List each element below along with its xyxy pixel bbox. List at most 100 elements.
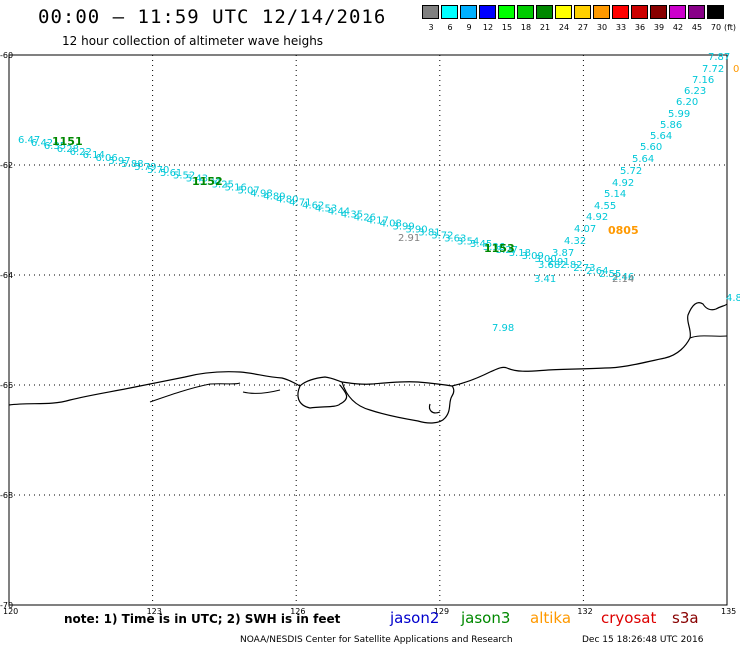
swh-value-label: 3.09	[522, 251, 544, 262]
swh-value-label: 3.72	[431, 230, 453, 241]
legend-swatch	[574, 5, 591, 19]
swh-value-label: 4.71	[289, 198, 311, 209]
legend-label: 70	[710, 23, 722, 32]
swh-value-label: 5.79	[134, 162, 156, 173]
legend-swatch	[498, 5, 515, 19]
swh-value-label: 2.82	[560, 260, 582, 271]
generated-timestamp: Dec 15 18:26:48 UTC 2016	[582, 635, 704, 645]
swh-value-label: 3.99	[392, 221, 414, 232]
swh-value-label: 7.87	[708, 52, 730, 63]
swh-value-label: 1152	[192, 175, 223, 188]
legend-swatch	[422, 5, 439, 19]
swh-value-label: 7.98	[492, 323, 514, 334]
legend-swatch	[479, 5, 496, 19]
lat-tick-label: -68	[0, 491, 13, 500]
swh-value-label: 2.91	[398, 233, 420, 244]
legend-label: 12	[482, 23, 494, 32]
lat-tick-label: -66	[0, 381, 13, 390]
swh-value-label: 4.44	[328, 206, 350, 217]
legend-label: 30	[596, 23, 608, 32]
swh-value-label: 3.45	[470, 239, 492, 250]
legend-swatch	[707, 5, 724, 19]
swh-value-label: 4.98	[250, 189, 272, 200]
swh-value-label: 5.72	[620, 166, 642, 177]
swh-value-label: 2.14	[612, 274, 634, 285]
page-subtitle: 12 hour collection of altimeter wave hei…	[62, 34, 324, 48]
swh-value-label: 1153	[484, 242, 515, 255]
swh-value-label: 1151	[52, 135, 83, 148]
swh-value-label: 5.70	[147, 165, 169, 176]
swh-value-label: 2.91	[547, 257, 569, 268]
legend-swatch	[688, 5, 705, 19]
lat-tick-label: -64	[0, 271, 13, 280]
satellite-name: jason3	[461, 609, 511, 627]
swh-value-label: 5.07	[238, 186, 260, 197]
legend-swatch	[555, 5, 572, 19]
antarctic-coastline	[8, 302, 728, 424]
swh-value-label: 6.22	[70, 147, 92, 158]
swh-value-label: 6.47	[18, 135, 40, 146]
swh-value-label: 0805	[608, 224, 639, 237]
legend-swatch	[631, 5, 648, 19]
swh-value-label: 4.92	[612, 178, 634, 189]
swh-value-label: 5.43	[186, 174, 208, 185]
swh-value-label: 3.36	[483, 242, 505, 253]
altimeter-tracks: 6.476.426.356.286.226.146.065.975.885.79…	[18, 52, 740, 334]
satellite-name: jason2	[390, 609, 440, 627]
swh-value-label: 3.54	[457, 236, 479, 247]
lon-tick-label: 126	[290, 607, 305, 616]
satellite-name: s3a	[672, 609, 699, 627]
satellite-name: cryosat	[601, 609, 657, 627]
swh-value-label: 6.20	[676, 97, 698, 108]
legend-label: 3	[428, 23, 434, 32]
swh-value-label: 4.8	[726, 293, 740, 304]
swh-value-label: 3.90	[405, 224, 427, 235]
legend-label: 42	[672, 23, 684, 32]
map-grid	[8, 54, 728, 606]
swh-value-label: 4.62	[302, 201, 324, 212]
swh-value-label: 3.00	[535, 254, 557, 265]
lat-tick-label: -60	[0, 51, 13, 60]
swh-value-label: 5.64	[650, 131, 672, 142]
swh-value-label: 4.92	[586, 212, 608, 223]
swh-value-label: 2.73	[573, 263, 595, 274]
legend-swatch	[593, 5, 610, 19]
swh-value-label: 5.34	[199, 177, 221, 188]
swh-value-label: 5.88	[121, 159, 143, 170]
legend-unit: (ft)	[724, 23, 737, 32]
legend-label: 6	[447, 23, 453, 32]
legend-swatch	[441, 5, 458, 19]
legend-label: 39	[653, 23, 665, 32]
axis-tick-labels: 120 123 126 129 132 135 -60 -62 -64 -66 -68 -70	[0, 51, 736, 616]
swh-value-label: 4.80	[276, 195, 298, 206]
swh-value-label: 2.64	[586, 266, 608, 277]
footer-note: note: 1) Time is in UTC; 2) SWH is in fe…	[64, 612, 341, 626]
legend-label: 33	[615, 23, 627, 32]
page-title: 00:00 – 11:59 UTC 12/14/2016	[38, 6, 387, 28]
lat-tick-label: -70	[0, 601, 13, 610]
lon-tick-label: 135	[721, 607, 736, 616]
legend-label: 18	[520, 23, 532, 32]
swh-value-label: 6.28	[57, 144, 79, 155]
swh-value-label: 3.18	[509, 248, 531, 259]
swh-value-label: 3.68	[538, 260, 560, 271]
legend-label: 21	[539, 23, 551, 32]
swh-value-label: 3.87	[552, 248, 574, 259]
swh-value-label: 5.52	[173, 171, 195, 182]
swh-value-label: 4.32	[564, 236, 586, 247]
swh-value-label: 4.08	[380, 218, 402, 229]
swh-value-label: 5.86	[660, 120, 682, 131]
swh-value-label: 4.26	[354, 212, 376, 223]
swh-value-label: 6.42	[31, 138, 53, 149]
swh-value-label: 5.14	[604, 189, 626, 200]
swh-value-label: 2.55	[599, 269, 621, 280]
legend-label: 45	[691, 23, 703, 32]
swh-value-label: 7.16	[692, 75, 714, 86]
swh-value-label: 3.63	[444, 233, 466, 244]
swh-value-label: 4.89	[263, 192, 285, 203]
swh-value-label: 4.07	[574, 224, 596, 235]
swh-value-label: 4.35	[341, 209, 363, 220]
swh-value-label: 5.97	[108, 156, 130, 167]
swh-value-label: 0	[733, 64, 739, 75]
